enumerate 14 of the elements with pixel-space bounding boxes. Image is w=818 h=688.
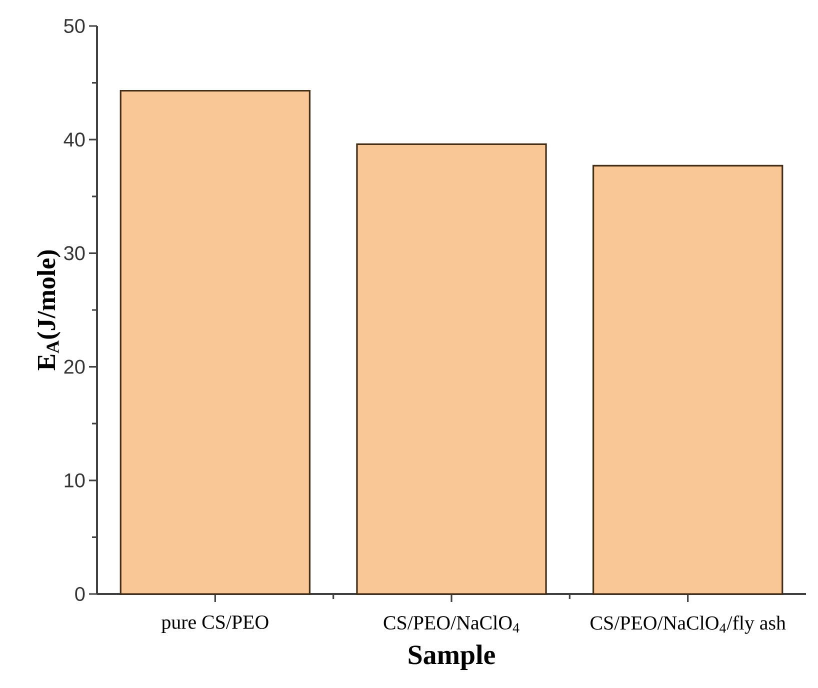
bar: [120, 90, 311, 595]
bar: [592, 164, 784, 595]
x-tick-label: pure CS/PEO: [162, 616, 268, 633]
y-tick-label: 40: [64, 132, 85, 147]
bar: [356, 143, 547, 595]
y-axis-title: E$_{A}$(J/mole): [36, 250, 60, 370]
x-tick-label: CS/PEO/NaClO$_{4}$: [384, 616, 520, 632]
y-tick-label: 50: [64, 18, 85, 34]
x-axis-title: Sample: [408, 644, 495, 670]
y-tick-label: 30: [64, 246, 85, 260]
y-tick-label: 0: [75, 586, 85, 602]
x-tick-label: CS/PEO/NaClO$_{4}$/fly ash: [590, 616, 786, 634]
y-tick-label: 10: [64, 473, 85, 488]
y-tick-label: 20: [64, 360, 85, 374]
